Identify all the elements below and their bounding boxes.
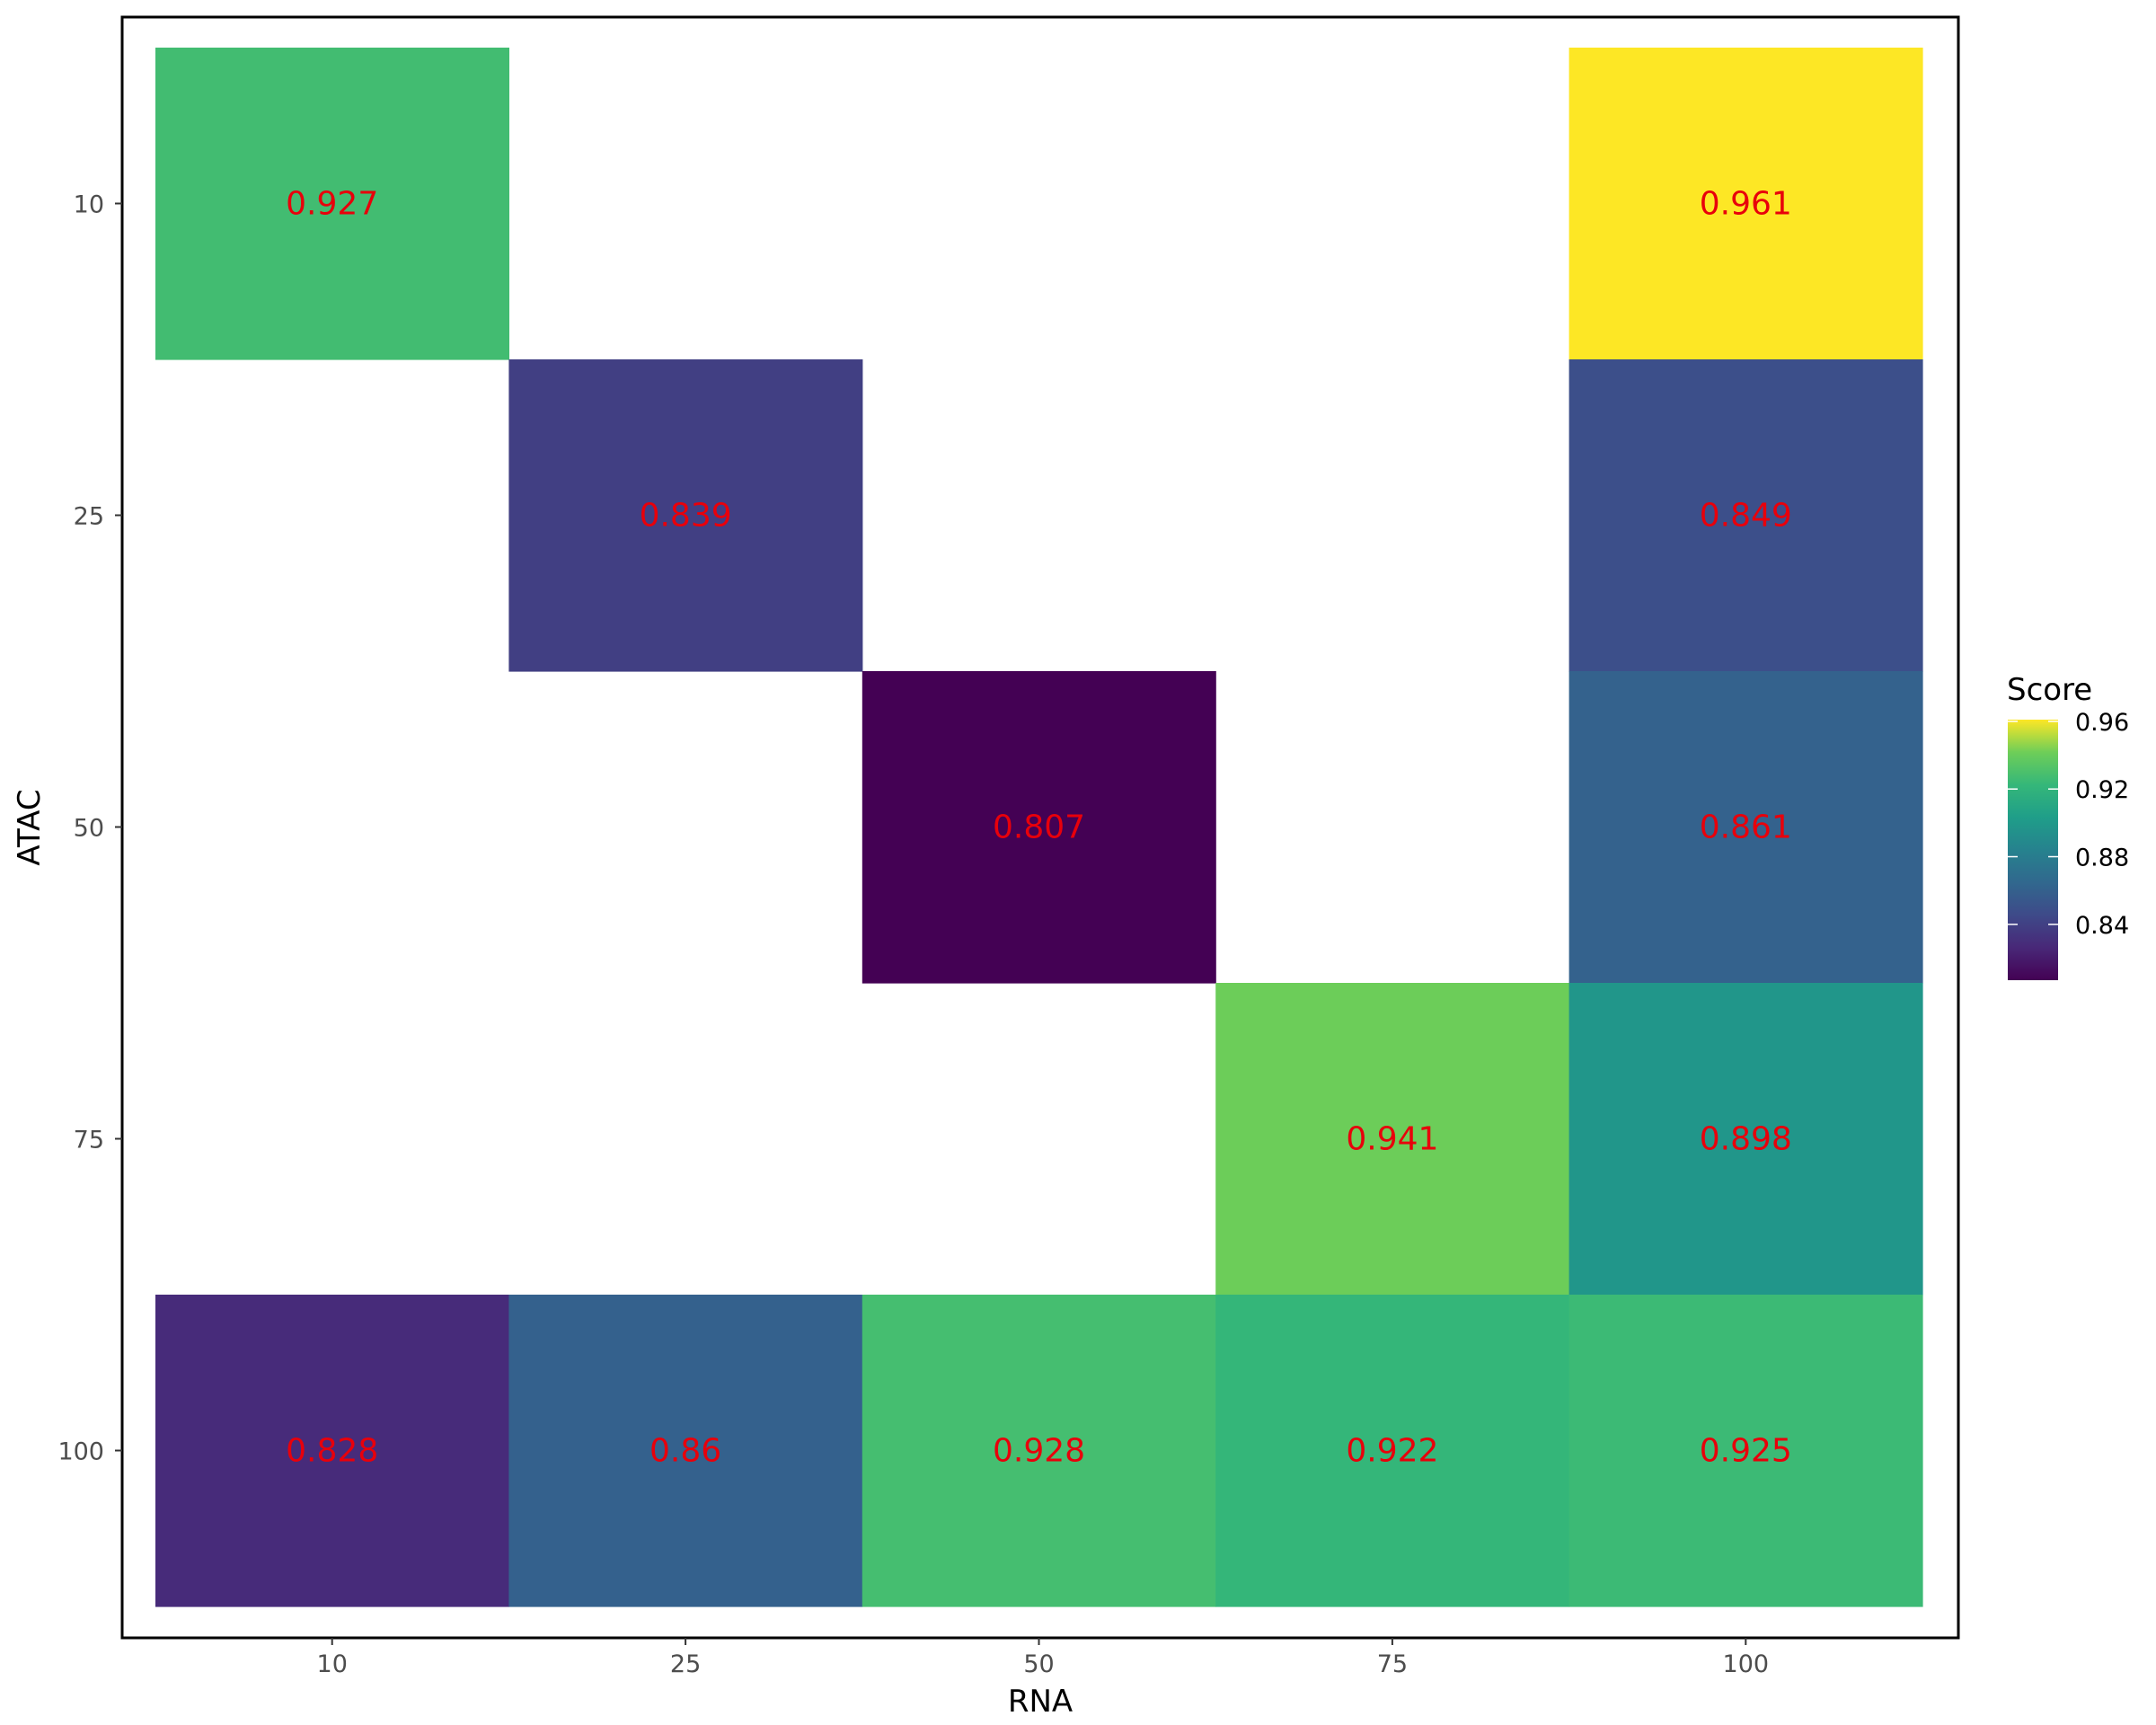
x-tick-label: 50 [1023, 1650, 1054, 1678]
heatmap-cell-labels: 0.927 0.961 0.839 0.849 0.807 0.861 0.941 0.898… [286, 186, 1792, 1470]
x-tick-label: 100 [1723, 1650, 1770, 1678]
heatmap-cell-label: 0.849 [1700, 498, 1792, 535]
legend-ticks: 0.84 0.88 0.92 0.96 [2008, 709, 2129, 940]
heatmap-cell [155, 1295, 509, 1607]
heatmap-cell-label: 0.86 [649, 1433, 721, 1470]
heatmap-cell-label: 0.922 [1346, 1433, 1438, 1470]
heatmap-cell-label: 0.898 [1700, 1121, 1792, 1158]
x-tick-label: 75 [1377, 1650, 1408, 1678]
heatmap-cell [1568, 983, 1923, 1296]
y-axis-ticks: 10 25 50 75 100 [57, 191, 122, 1466]
heatmap-cell-label: 0.928 [993, 1433, 1085, 1470]
heatmap-cell [1568, 671, 1923, 984]
x-axis-ticks: 10 25 50 75 100 [317, 1638, 1770, 1678]
y-tick-label: 75 [74, 1127, 104, 1154]
y-tick-label: 10 [74, 191, 104, 219]
heatmap-cell [155, 48, 509, 360]
x-tick-label: 10 [317, 1650, 348, 1678]
heatmap-cell [1568, 359, 1923, 672]
heatmap-cell-label: 0.839 [640, 498, 732, 535]
heatmap-cell [508, 1295, 863, 1607]
heatmap-cell-label: 0.861 [1700, 809, 1792, 846]
legend-tick-label: 0.92 [2075, 776, 2129, 804]
legend-tick-label: 0.88 [2075, 845, 2129, 872]
x-axis-title: RNA [1008, 1684, 1073, 1720]
heatmap-cell [1215, 983, 1570, 1296]
legend-title: Score [2007, 672, 2092, 708]
heatmap-cell [1568, 48, 1923, 360]
heatmap-cell-label: 0.961 [1700, 186, 1792, 223]
y-tick-label: 100 [57, 1438, 104, 1466]
heatmap-cell [862, 671, 1216, 984]
heatmap-cell [508, 359, 863, 672]
heatmap-cells [155, 48, 1923, 1607]
heatmap-cell-label: 0.828 [286, 1433, 378, 1470]
y-tick-label: 50 [74, 815, 104, 843]
legend-colorbar [2008, 720, 2058, 980]
heatmap-cell-label: 0.927 [286, 186, 378, 223]
legend: Score 0.84 0.88 0.92 0.96 [2007, 672, 2129, 980]
legend-tick-label: 0.96 [2075, 709, 2129, 737]
heatmap-cell-label: 0.807 [993, 809, 1085, 846]
heatmap-cell-label: 0.941 [1346, 1121, 1438, 1158]
heatmap-cell-label: 0.925 [1700, 1433, 1792, 1470]
heatmap-cell [1568, 1295, 1923, 1607]
x-tick-label: 25 [670, 1650, 701, 1678]
heatmap-cell [1215, 1295, 1570, 1607]
y-tick-label: 25 [74, 503, 104, 531]
y-axis-title: ATAC [12, 789, 48, 865]
heatmap-cell [862, 1295, 1216, 1607]
legend-tick-label: 0.84 [2075, 912, 2129, 940]
